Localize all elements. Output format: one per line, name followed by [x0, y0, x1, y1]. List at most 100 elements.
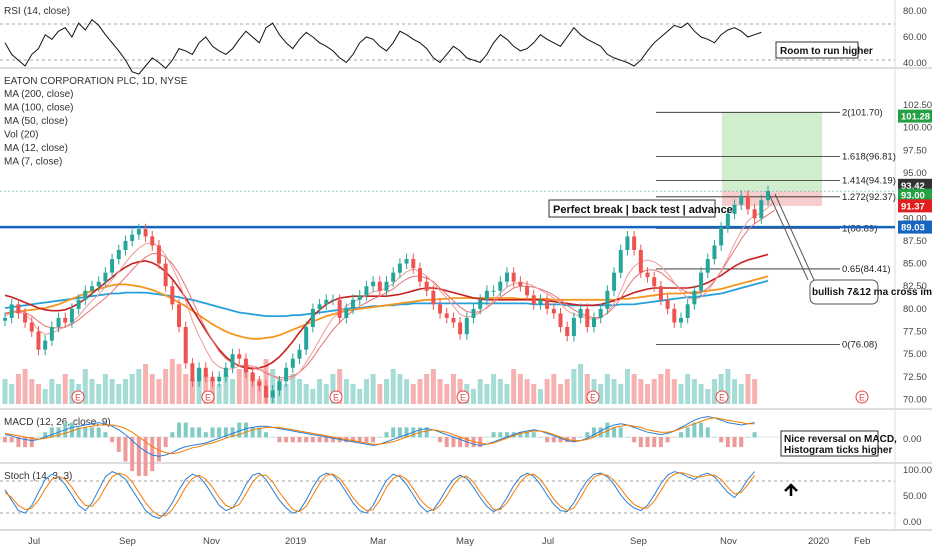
macd-histogram-bar: [237, 422, 242, 438]
fib-label: 1.618(96.81): [842, 152, 896, 163]
candle-body: [732, 204, 737, 214]
volume-bar: [444, 384, 450, 404]
candle-body: [498, 281, 503, 291]
macd-histogram-bar: [264, 432, 269, 438]
price-axis-tick: 80.00: [903, 304, 927, 315]
volume-bar: [156, 379, 162, 404]
candle-body: [538, 299, 543, 305]
macd-histogram-bar: [699, 422, 704, 438]
macd-annotation-line2: Histogram ticks higher: [784, 445, 892, 456]
macd-histogram-bar: [712, 437, 717, 438]
stoch-label: Stoch (14, 3, 3): [4, 471, 72, 482]
candle-body: [357, 295, 362, 300]
macd-histogram-bar: [745, 437, 750, 438]
macd-histogram-bar: [538, 437, 543, 438]
volume-bar: [169, 359, 175, 404]
macd-histogram-bar: [658, 437, 663, 448]
volume-bar: [624, 369, 630, 404]
candle-body: [384, 281, 389, 291]
macd-histogram-bar: [377, 437, 382, 438]
candle-body: [391, 272, 396, 282]
volume-bar: [310, 389, 316, 404]
macd-histogram-bar: [49, 427, 54, 438]
macd-histogram-bar: [203, 432, 208, 438]
time-axis-tick: Feb: [854, 536, 870, 547]
candle-body: [766, 191, 770, 201]
candle-body: [531, 295, 536, 305]
price-tag-label-stop: 91.37: [901, 201, 925, 212]
candle-body: [484, 290, 489, 300]
candle-body: [478, 299, 483, 309]
volume-bar: [678, 384, 684, 404]
volume-bar: [517, 374, 523, 404]
volume-bar: [544, 379, 550, 404]
volume-bar: [250, 374, 256, 404]
volume-bar: [631, 374, 637, 404]
macd-histogram-bar: [190, 427, 195, 438]
candle-body: [658, 286, 663, 300]
macd-histogram-bar: [638, 437, 643, 448]
volume-bar: [752, 379, 758, 404]
volume-bar: [102, 374, 108, 404]
candle-body: [551, 308, 556, 314]
volume-bar: [317, 379, 323, 404]
volume-bar: [330, 374, 336, 404]
macd-histogram-bar: [130, 437, 135, 472]
volume-bar: [698, 384, 704, 404]
stoch-axis-50: 50.00: [903, 491, 927, 502]
macd-histogram-bar: [136, 437, 141, 476]
macd-histogram-bar: [103, 432, 108, 438]
macd-histogram-bar: [257, 427, 262, 438]
candle-body: [116, 250, 121, 260]
macd-histogram-bar: [518, 432, 523, 438]
candle-body: [90, 286, 95, 291]
macd-histogram-bar: [297, 437, 302, 443]
price-axis-tick: 85.00: [903, 259, 927, 270]
volume-bar: [296, 379, 302, 404]
candle-body: [63, 317, 68, 323]
candle-body: [270, 390, 275, 398]
rsi-axis-80: 80.00: [903, 6, 927, 17]
volume-bar: [216, 384, 222, 404]
macd-histogram-bar: [531, 432, 536, 438]
macd-histogram-bar: [705, 427, 710, 438]
earnings-marker-label: E: [333, 393, 339, 403]
fib-label: 1.414(94.19): [842, 175, 896, 186]
volume-bar: [337, 369, 343, 404]
fib-levels: 2(101.70) 1.618(96.81) 1.414(94.19) 1.272(9…: [656, 107, 896, 350]
candle-body: [585, 308, 590, 327]
volume-bar: [9, 384, 15, 404]
earnings-marker: [715, 390, 729, 404]
volume-bar: [564, 379, 570, 404]
volume-bar: [283, 384, 289, 404]
candle-body: [739, 195, 744, 205]
volume-bar: [22, 369, 28, 404]
candle-body: [69, 308, 74, 323]
macd-histogram-bar: [243, 422, 248, 438]
candle-body: [371, 281, 376, 287]
rsi-path: [4, 18, 762, 75]
time-axis-tick: Nov: [720, 536, 737, 547]
volume-bar: [209, 379, 215, 404]
candle-body: [685, 304, 690, 318]
candle-body: [404, 259, 409, 264]
macd-histogram-bar: [571, 437, 576, 443]
candle-body: [518, 281, 523, 287]
candle-body: [223, 367, 228, 377]
candle-body: [444, 313, 449, 318]
volume-bar: [611, 379, 617, 404]
trade-zones: [0, 112, 895, 206]
volume-bar: [29, 379, 35, 404]
price-axis-tick: 90.00: [903, 213, 927, 224]
volume-bar: [62, 374, 68, 404]
earnings-marker: [201, 390, 215, 404]
macd-histogram-bar: [598, 427, 603, 438]
time-axis-tick: Mar: [370, 536, 386, 547]
macd-histogram-bar: [451, 437, 456, 448]
candle-body: [324, 299, 329, 305]
macd-histogram-bar: [277, 437, 282, 443]
candle-body: [672, 308, 677, 323]
earnings-marker-label: E: [590, 393, 596, 403]
candle-body: [565, 327, 570, 337]
candle-body: [197, 367, 202, 382]
